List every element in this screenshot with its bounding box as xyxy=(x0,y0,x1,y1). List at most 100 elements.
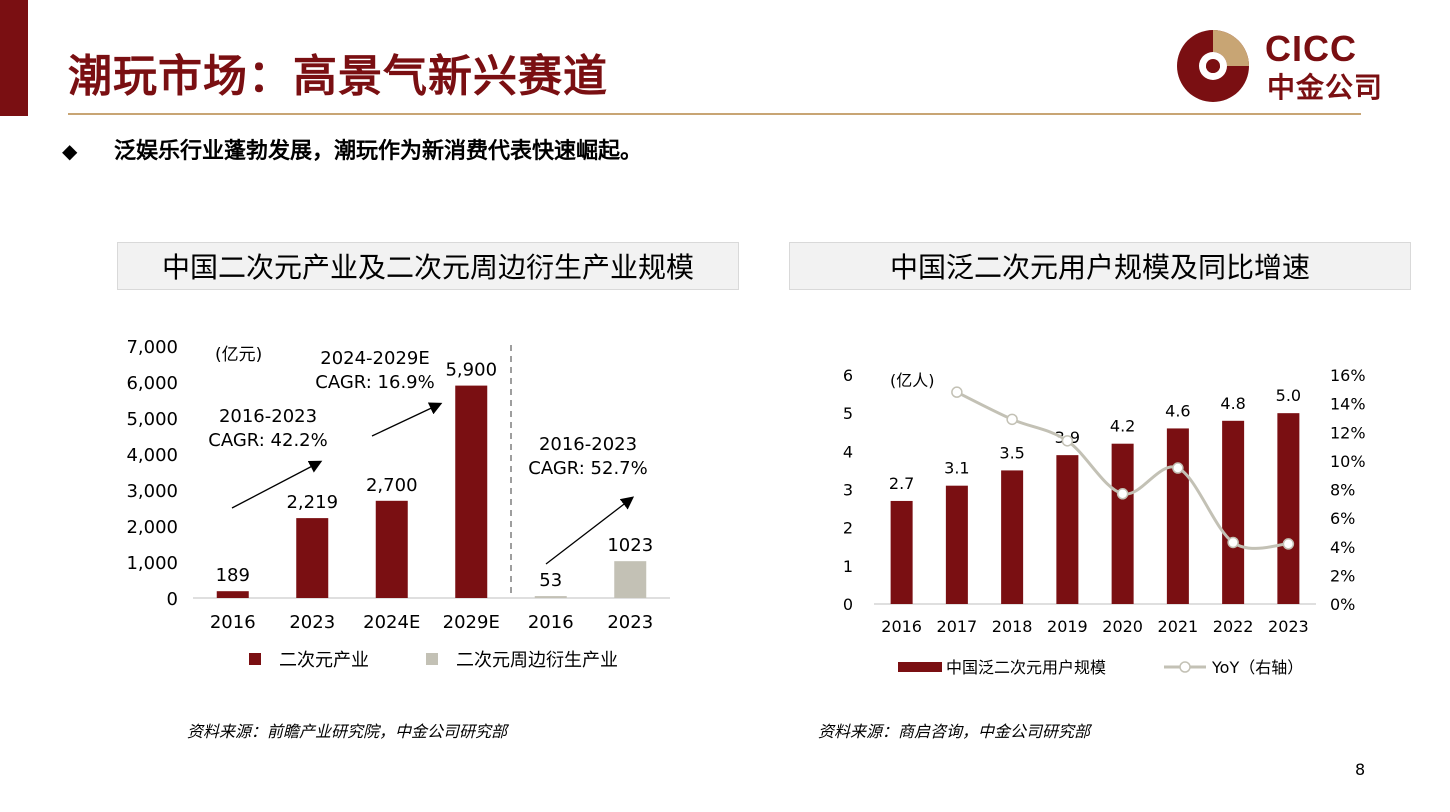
legend-label: 二次元周边衍生产业 xyxy=(456,650,618,671)
x-tick-label: 2018 xyxy=(992,617,1033,636)
x-tick-label: 2016 xyxy=(210,612,256,633)
x-tick-label: 2020 xyxy=(1102,617,1143,636)
x-tick-label: 2017 xyxy=(937,617,978,636)
yoy-point xyxy=(1172,462,1184,474)
bar xyxy=(1001,470,1024,604)
yoy-point xyxy=(1006,413,1018,426)
bar xyxy=(1056,455,1079,604)
legend-swatch xyxy=(898,662,942,672)
y-left-tick-label: 5 xyxy=(843,404,853,423)
logo-text-en: CICC xyxy=(1265,28,1357,69)
bullet-point: ◆ 泛娱乐行业蓬勃发展，潮玩作为新消费代表快速崛起。 xyxy=(62,133,642,165)
diamond-bullet-icon: ◆ xyxy=(62,139,78,163)
bullet-text: 泛娱乐行业蓬勃发展，潮玩作为新消费代表快速崛起。 xyxy=(114,139,643,164)
bar xyxy=(1222,420,1245,604)
trend-arrow xyxy=(371,402,443,437)
y-tick-label: 1,000 xyxy=(126,553,178,574)
legend-swatch xyxy=(426,653,438,665)
y-left-tick-label: 6 xyxy=(843,366,853,385)
cicc-logo-icon xyxy=(1177,30,1249,102)
right-chart-source: 资料来源：商启咨询，中金公司研究部 xyxy=(818,722,1091,741)
bar xyxy=(890,500,913,604)
bar-value-label: 189 xyxy=(216,565,250,586)
y-right-tick-label: 2% xyxy=(1330,566,1355,585)
y-left-tick-label: 0 xyxy=(843,595,853,614)
y-tick-label: 7,000 xyxy=(126,337,178,358)
bar-value-label: 5.0 xyxy=(1276,386,1301,405)
yoy-point xyxy=(1282,538,1295,550)
y-right-tick-label: 4% xyxy=(1330,538,1355,557)
right-chart-heading: 中国泛二次元用户规模及同比增速 xyxy=(789,242,1411,290)
x-tick-label: 2016 xyxy=(528,612,574,633)
yoy-point xyxy=(951,386,963,398)
logo-text-cn: 中金公司 xyxy=(1267,71,1384,104)
cagr-value-label: CAGR: 52.7% xyxy=(528,458,647,479)
cagr-value-label: CAGR: 42.2% xyxy=(208,430,327,451)
bar xyxy=(375,500,408,598)
y-left-tick-label: 2 xyxy=(843,519,853,538)
trend-arrow xyxy=(231,460,323,509)
y-tick-label: 0 xyxy=(167,589,178,610)
bar xyxy=(455,385,488,598)
legend-label: 二次元产业 xyxy=(279,650,369,671)
legend-marker xyxy=(1179,661,1191,673)
cagr-period-label: 2016-2023 xyxy=(219,406,317,427)
title-divider xyxy=(68,113,1361,115)
bar xyxy=(1111,443,1134,604)
x-tick-label: 2029E xyxy=(443,612,500,633)
y-right-tick-label: 8% xyxy=(1330,481,1355,500)
y-tick-label: 6,000 xyxy=(126,373,178,394)
x-tick-label: 2023 xyxy=(607,612,653,633)
bar-value-label: 4.8 xyxy=(1220,394,1245,413)
y-tick-label: 4,000 xyxy=(126,445,178,466)
y-left-tick-label: 3 xyxy=(843,481,853,500)
y-tick-label: 2,000 xyxy=(126,517,178,538)
bar-value-label: 4.6 xyxy=(1165,401,1190,420)
yoy-point xyxy=(1061,435,1074,447)
left-chart-heading: 中国二次元产业及二次元周边衍生产业规模 xyxy=(117,242,739,290)
bar-value-label: 1023 xyxy=(607,535,653,556)
page-number: 8 xyxy=(1355,760,1366,779)
y-tick-label: 3,000 xyxy=(126,481,178,502)
bar-value-label: 2,219 xyxy=(286,492,338,513)
bar xyxy=(534,596,567,598)
x-tick-label: 2016 xyxy=(881,617,922,636)
x-tick-label: 2023 xyxy=(1268,617,1309,636)
cagr-value-label: CAGR: 16.9% xyxy=(315,372,434,393)
cagr-period-label: 2024-2029E xyxy=(320,348,430,369)
y-tick-label: 5,000 xyxy=(126,409,178,430)
bar-value-label: 2.7 xyxy=(889,474,914,493)
x-tick-label: 2024E xyxy=(363,612,420,633)
y-right-tick-label: 10% xyxy=(1330,452,1366,471)
legend-label: YoY（右轴） xyxy=(1211,658,1303,677)
x-tick-label: 2022 xyxy=(1213,617,1254,636)
y-left-tick-label: 1 xyxy=(843,557,853,576)
bar-value-label: 3.5 xyxy=(999,443,1024,462)
yoy-point xyxy=(1227,536,1239,549)
page-title: 潮玩市场：高景气新兴赛道 xyxy=(68,51,608,102)
yoy-point xyxy=(1116,488,1129,500)
bar xyxy=(945,485,968,604)
x-tick-label: 2021 xyxy=(1158,617,1199,636)
trend-arrow xyxy=(545,496,635,565)
bar xyxy=(216,591,249,598)
y-right-tick-label: 14% xyxy=(1330,395,1366,414)
y-right-tick-label: 6% xyxy=(1330,509,1355,528)
bar-value-label: 3.1 xyxy=(944,459,969,478)
bar xyxy=(1166,428,1189,604)
legend-label: 中国泛二次元用户规模 xyxy=(946,658,1106,677)
y-right-tick-label: 12% xyxy=(1330,423,1366,442)
unit-label: (亿人) xyxy=(890,371,935,390)
cagr-period-label: 2016-2023 xyxy=(539,434,637,455)
x-tick-label: 2019 xyxy=(1047,617,1088,636)
legend-swatch xyxy=(249,653,261,665)
y-right-tick-label: 0% xyxy=(1330,595,1355,614)
cicc-logo: CICC 中金公司 xyxy=(1175,26,1385,106)
bar xyxy=(614,561,647,598)
bar-value-label: 5,900 xyxy=(445,360,497,381)
bar-value-label: 53 xyxy=(539,570,562,591)
bar xyxy=(296,518,329,598)
y-right-tick-label: 16% xyxy=(1330,366,1366,385)
